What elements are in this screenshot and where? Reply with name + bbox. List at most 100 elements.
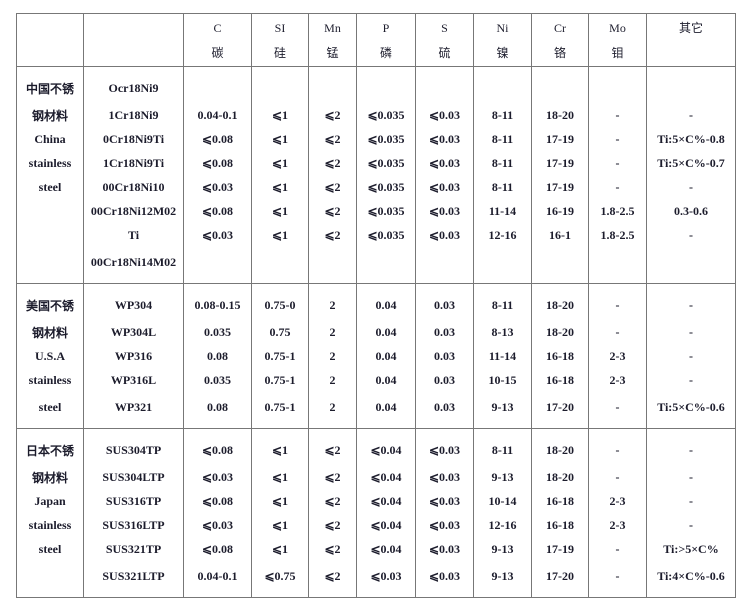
section-label: stainless	[16, 151, 84, 175]
element-symbol: P	[382, 21, 390, 35]
value-cell: 2	[308, 368, 357, 392]
table-row: stainless WP316L 0.035 0.75-1 2 0.04 0.03 10-15…	[16, 368, 736, 392]
value-cell: 0.04	[356, 283, 416, 320]
value-cell: 8-11	[473, 151, 532, 175]
value-cell: ⩽0.03	[415, 199, 474, 223]
grade-cell: 0Cr18Ni9Ti	[83, 127, 184, 151]
value-cell: -	[646, 428, 736, 465]
value-cell: -	[588, 127, 647, 151]
value-cell: 2	[308, 344, 357, 368]
value-cell: 0.035	[183, 320, 252, 344]
grade-cell: 1Cr18Ni9	[83, 103, 184, 127]
value-cell: ⩽0.035	[356, 103, 416, 127]
value-cell: 17-19	[531, 175, 589, 199]
element-symbol: SI	[274, 21, 286, 35]
value-cell: 0.03	[415, 320, 474, 344]
value-cell: ⩽0.035	[356, 223, 416, 247]
section-label: stainless	[16, 513, 84, 537]
section-label: steel	[16, 537, 84, 561]
section-label: stainless	[16, 368, 84, 392]
header-cell: SI 硅	[251, 13, 309, 67]
section-label: 钢材料	[16, 320, 84, 344]
value-cell: 0.08	[183, 344, 252, 368]
value-cell: 18-20	[531, 428, 589, 465]
grade-cell: WP316	[83, 344, 184, 368]
value-cell: 8-13	[473, 320, 532, 344]
value-cell: ⩽2	[308, 537, 357, 561]
value-cell: ⩽0.03	[183, 223, 252, 247]
value-cell: ⩽2	[308, 127, 357, 151]
value-cell: 8-11	[473, 103, 532, 127]
value-cell: ⩽2	[308, 199, 357, 223]
value-cell: ⩽2	[308, 489, 357, 513]
element-name: 硅	[273, 46, 286, 60]
value-cell: 2	[308, 320, 357, 344]
value-cell: 2-3	[588, 513, 647, 537]
value-cell: ⩽0.08	[183, 537, 252, 561]
value-cell	[415, 66, 474, 103]
value-cell: -	[588, 465, 647, 489]
grade-cell: 1Cr18Ni9Ti	[83, 151, 184, 175]
table-row: China 0Cr18Ni9Ti ⩽0.08 ⩽1 ⩽2 ⩽0.035 ⩽0.03 8-11 1…	[16, 127, 736, 151]
grade-cell: 00Cr18Ni14M02	[83, 247, 184, 284]
value-cell	[473, 66, 532, 103]
value-cell: -	[646, 465, 736, 489]
grade-cell: WP316L	[83, 368, 184, 392]
value-cell: 0.75	[251, 320, 309, 344]
value-cell: 8-11	[473, 428, 532, 465]
value-cell: -	[646, 175, 736, 199]
value-cell: ⩽2	[308, 103, 357, 127]
value-cell	[183, 247, 252, 284]
value-cell: 10-14	[473, 489, 532, 513]
value-cell: -	[588, 392, 647, 429]
value-cell: 18-20	[531, 283, 589, 320]
table-row: 日本不锈 SUS304TP ⩽0.08 ⩽1 ⩽2 ⩽0.04 ⩽0.03 8-11 18-20…	[16, 428, 736, 465]
value-cell: ⩽0.035	[356, 175, 416, 199]
value-cell: 8-11	[473, 127, 532, 151]
header-cell: Mn 锰	[308, 13, 357, 67]
grade-cell: SUS316LTP	[83, 513, 184, 537]
table-row: Ti ⩽0.03 ⩽1 ⩽2 ⩽0.035 ⩽0.03 12-16 16-1 1.8-2.5-	[16, 223, 736, 247]
value-cell: ⩽2	[308, 175, 357, 199]
value-cell: ⩽0.04	[356, 489, 416, 513]
value-cell: ⩽0.03	[415, 537, 474, 561]
value-cell: ⩽0.035	[356, 127, 416, 151]
table-row: steel WP321 0.08 0.75-1 2 0.04 0.03 9-13 17-20- T…	[16, 392, 736, 429]
value-cell: ⩽0.03	[356, 561, 416, 598]
value-cell: 9-13	[473, 392, 532, 429]
value-cell: 0.04	[356, 368, 416, 392]
value-cell: Ti:5×C%-0.6	[646, 392, 736, 429]
value-cell: ⩽0.03	[415, 489, 474, 513]
value-cell: ⩽1	[251, 199, 309, 223]
section-label: steel	[16, 392, 84, 429]
value-cell	[646, 66, 736, 103]
table-row: SUS321LTP 0.04-0.1 ⩽0.75 ⩽2 ⩽0.03 ⩽0.03 9-13 17…	[16, 561, 736, 598]
value-cell: ⩽0.04	[356, 513, 416, 537]
value-cell: -	[646, 513, 736, 537]
section-label: 日本不锈	[16, 428, 84, 465]
value-cell: 2-3	[588, 344, 647, 368]
table-row: stainless SUS316LTP ⩽0.03 ⩽1 ⩽2 ⩽0.04 ⩽0.03 12-…	[16, 513, 736, 537]
value-cell: ⩽0.08	[183, 428, 252, 465]
stainless-steel-composition-table: C 碳 SI 硅 Mn 锰 P 磷 S 硫 Ni 镍 Cr 铬 Mo 钼其它 中国不锈 Ocr18Ni9 钢材料 1C…	[16, 13, 736, 598]
element-symbol: Cr	[554, 21, 566, 35]
grade-cell: WP304L	[83, 320, 184, 344]
grade-cell: SUS304LTP	[83, 465, 184, 489]
value-cell	[646, 247, 736, 284]
value-cell: ⩽1	[251, 489, 309, 513]
element-name: 钼	[611, 46, 624, 60]
value-cell: -	[646, 223, 736, 247]
grade-cell: Ti	[83, 223, 184, 247]
value-cell: 0.08	[183, 392, 252, 429]
section-label: 钢材料	[16, 103, 84, 127]
header-cell: Mo 钼	[588, 13, 647, 67]
value-cell: ⩽2	[308, 151, 357, 175]
table-row: 中国不锈 Ocr18Ni9	[16, 66, 736, 103]
value-cell: ⩽2	[308, 513, 357, 537]
value-cell: ⩽0.03	[415, 513, 474, 537]
value-cell: ⩽0.03	[183, 175, 252, 199]
value-cell: 12-16	[473, 223, 532, 247]
value-cell: 17-19	[531, 537, 589, 561]
value-cell: ⩽1	[251, 465, 309, 489]
value-cell: ⩽0.04	[356, 428, 416, 465]
